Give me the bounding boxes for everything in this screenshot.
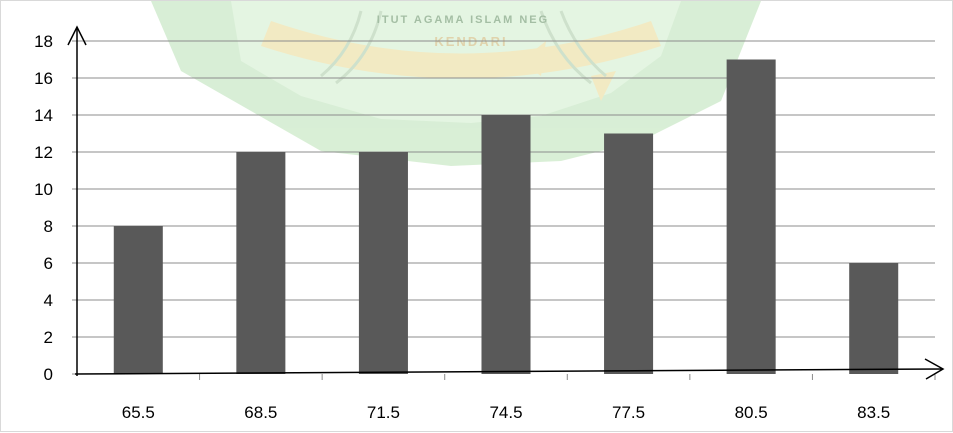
y-tick-label: 16	[34, 69, 53, 88]
x-tick-labels: 65.5 68.5 71.5 74.5 77.5 80.5 83.5	[122, 403, 891, 422]
axes	[67, 25, 945, 380]
watermark-text-1: ITUT AGAMA ISLAM NEG	[377, 14, 549, 26]
x-axis-line	[74, 368, 944, 375]
y-tick-label: 4	[44, 291, 53, 310]
bars	[113, 59, 899, 374]
bar	[849, 263, 899, 374]
bar	[358, 152, 408, 374]
x-tick-label: 80.5	[735, 403, 768, 422]
y-tick-label: 0	[44, 365, 53, 384]
bar	[604, 133, 654, 374]
x-axis-arrow	[924, 358, 945, 380]
y-tick-label: 12	[34, 143, 53, 162]
x-tick-label: 74.5	[489, 403, 522, 422]
y-axis-arrow	[67, 25, 87, 46]
bar	[726, 59, 776, 374]
x-tick-label: 68.5	[244, 403, 277, 422]
watermark-emblem: ITUT AGAMA ISLAM NEG KENDARI	[151, 1, 761, 166]
bar	[481, 115, 531, 374]
y-tick-label: 18	[34, 32, 53, 51]
y-tick-label: 10	[34, 180, 53, 199]
x-tick-label: 71.5	[367, 403, 400, 422]
bar	[236, 152, 286, 374]
y-tick-label: 8	[44, 217, 53, 236]
y-tick-label: 6	[44, 254, 53, 273]
x-tick-label: 77.5	[612, 403, 645, 422]
bar	[113, 226, 163, 374]
x-tick-label: 83.5	[857, 403, 890, 422]
x-tick-label: 65.5	[122, 403, 155, 422]
y-tick-labels: 0 2 4 6 8 10 12 14 16 18	[34, 32, 53, 384]
y-tick-label: 14	[34, 106, 53, 125]
y-tick-label: 2	[44, 328, 53, 347]
